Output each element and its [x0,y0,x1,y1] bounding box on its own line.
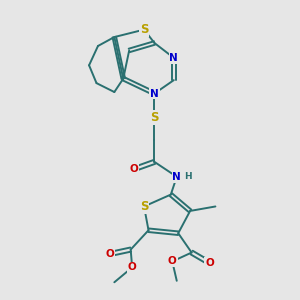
Text: S: S [140,23,148,36]
Text: O: O [106,249,114,259]
Text: N: N [169,53,178,63]
Text: N: N [172,172,181,182]
Text: O: O [129,164,138,174]
Text: H: H [184,172,192,181]
Text: S: S [140,200,148,213]
Text: O: O [168,256,177,266]
Text: O: O [128,262,136,272]
Text: S: S [150,111,159,124]
Text: O: O [205,258,214,268]
Text: N: N [150,88,159,98]
